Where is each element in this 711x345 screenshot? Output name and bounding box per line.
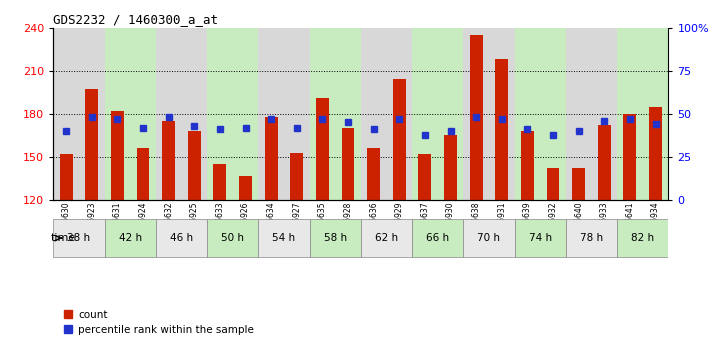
Bar bbox=[412, 28, 464, 200]
Bar bbox=[419, 154, 432, 200]
Bar bbox=[393, 79, 406, 200]
Bar bbox=[258, 28, 309, 200]
Bar bbox=[239, 176, 252, 200]
Bar bbox=[617, 219, 668, 257]
Bar bbox=[309, 219, 360, 257]
Bar bbox=[566, 219, 617, 257]
Bar bbox=[309, 28, 360, 200]
Bar bbox=[444, 136, 457, 200]
Bar bbox=[649, 107, 662, 200]
Bar bbox=[207, 219, 258, 257]
Bar bbox=[515, 219, 566, 257]
Text: 54 h: 54 h bbox=[272, 233, 296, 243]
Bar bbox=[360, 219, 412, 257]
Bar bbox=[290, 152, 303, 200]
Text: 58 h: 58 h bbox=[324, 233, 347, 243]
Bar bbox=[341, 128, 354, 200]
Text: 46 h: 46 h bbox=[170, 233, 193, 243]
Bar bbox=[360, 28, 412, 200]
Bar bbox=[85, 89, 98, 200]
Text: 62 h: 62 h bbox=[375, 233, 398, 243]
Bar bbox=[156, 28, 207, 200]
Bar bbox=[137, 148, 149, 200]
Bar bbox=[515, 28, 566, 200]
Bar bbox=[188, 131, 201, 200]
Bar bbox=[521, 131, 534, 200]
Bar bbox=[496, 59, 508, 200]
Bar bbox=[368, 148, 380, 200]
Bar bbox=[572, 168, 585, 200]
Text: 42 h: 42 h bbox=[119, 233, 141, 243]
Text: 38 h: 38 h bbox=[68, 233, 90, 243]
Bar bbox=[258, 219, 309, 257]
Text: 78 h: 78 h bbox=[580, 233, 603, 243]
Bar bbox=[60, 154, 73, 200]
Bar bbox=[105, 219, 156, 257]
Bar bbox=[105, 28, 156, 200]
Bar bbox=[316, 98, 328, 200]
Bar bbox=[207, 28, 258, 200]
Text: 74 h: 74 h bbox=[529, 233, 552, 243]
Bar bbox=[547, 168, 560, 200]
Bar bbox=[53, 28, 105, 200]
Bar bbox=[624, 114, 636, 200]
Bar bbox=[213, 164, 226, 200]
Bar bbox=[470, 35, 483, 200]
Bar bbox=[111, 111, 124, 200]
Text: time: time bbox=[50, 233, 76, 243]
Bar bbox=[566, 28, 617, 200]
Bar bbox=[598, 125, 611, 200]
Text: 70 h: 70 h bbox=[478, 233, 501, 243]
Bar bbox=[464, 28, 515, 200]
Bar bbox=[264, 117, 277, 200]
Text: 82 h: 82 h bbox=[631, 233, 654, 243]
Bar bbox=[156, 219, 207, 257]
Bar bbox=[412, 219, 464, 257]
Text: GDS2232 / 1460300_a_at: GDS2232 / 1460300_a_at bbox=[53, 13, 218, 27]
Bar bbox=[617, 28, 668, 200]
Bar bbox=[162, 121, 175, 200]
Bar bbox=[464, 219, 515, 257]
Legend: count, percentile rank within the sample: count, percentile rank within the sample bbox=[58, 305, 258, 339]
Text: 66 h: 66 h bbox=[426, 233, 449, 243]
Text: 50 h: 50 h bbox=[221, 233, 244, 243]
Bar bbox=[53, 219, 105, 257]
